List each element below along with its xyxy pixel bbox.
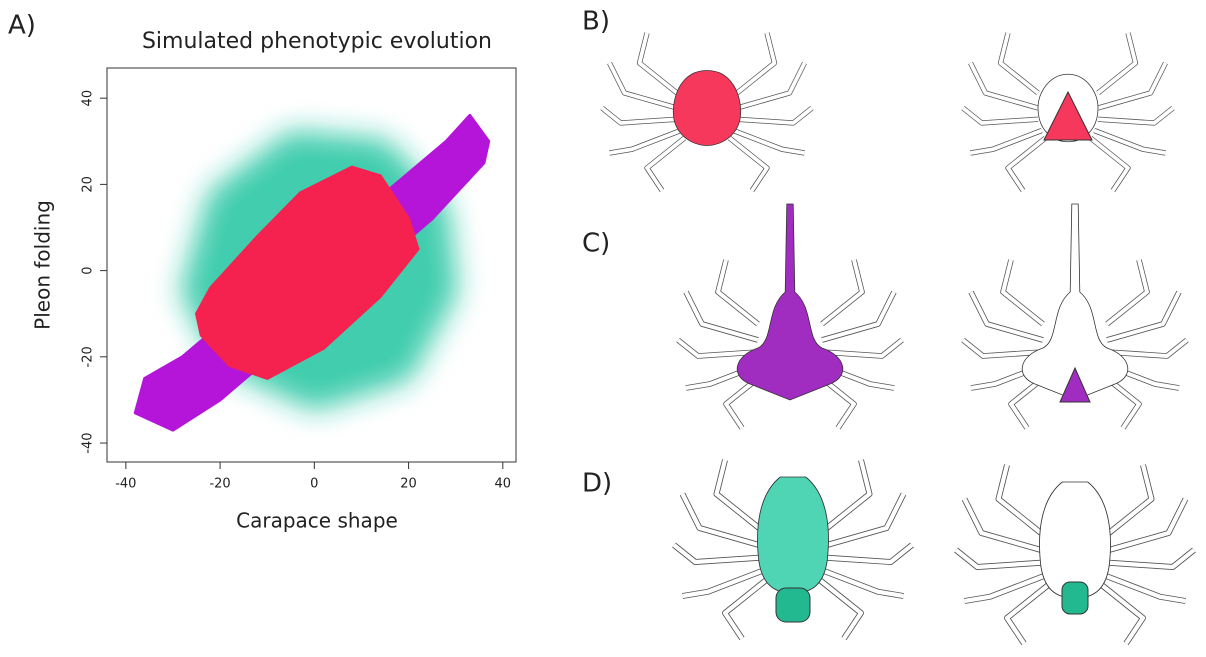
crab-body [758,477,829,594]
crab-leg [717,460,760,528]
crab-leg [963,108,1038,123]
panel-label: A) [8,11,36,41]
crab-illustration [602,33,812,191]
crab-leg [737,33,775,93]
panel-label: C) [582,229,610,259]
pleon [776,588,810,622]
crab-leg [827,460,870,528]
figure: A) B) C) D) Simulated phenotypic evoluti… [0,0,1206,653]
crab-body [737,204,843,400]
crab-leg [1008,138,1046,191]
y-tick-label: -40 [81,432,96,453]
crab-leg [1003,260,1043,324]
y-tick-label: 0 [81,266,96,274]
crab-leg [1001,33,1039,93]
chart-title: Simulated phenotypic evolution [142,29,492,54]
x-tick-label: -40 [115,477,136,492]
crab-leg [730,138,768,191]
panel-label: D) [582,469,612,499]
crab-leg [674,545,759,562]
crab-leg [827,545,912,562]
x-tick-label: 0 [310,477,318,492]
crab-leg [602,108,677,123]
crab-leg [1107,260,1147,324]
x-tick-label: 20 [400,477,417,492]
x-tick-label: -20 [209,477,230,492]
crab-leg [737,108,812,123]
crab-leg [822,260,862,324]
crab-leg [647,138,685,191]
crab-leg [1091,138,1129,191]
crab-leg [725,579,768,639]
crab-illustration [956,465,1194,644]
crab-leg [1109,550,1194,567]
crab-leg [1098,33,1136,93]
y-tick-label: 20 [81,176,96,193]
crab-leg [1101,584,1144,644]
crab-leg [1007,584,1050,644]
crab-leg [1098,108,1173,123]
crab-body [673,71,741,146]
crab-leg [640,33,678,93]
crab-leg [956,550,1041,567]
crab-leg [819,579,862,639]
y-axis-label: Pleon folding [31,200,55,330]
x-axis-label: Carapace shape [236,509,398,533]
panel-label: B) [582,7,610,37]
crab-illustration [678,204,902,428]
crab-leg [999,465,1042,533]
crab-leg [718,260,758,324]
y-tick-label: -20 [81,346,96,367]
pleon [1062,582,1088,614]
y-tick-label: 40 [81,90,96,107]
x-tick-label: 40 [495,477,512,492]
crab-leg [1109,465,1152,533]
